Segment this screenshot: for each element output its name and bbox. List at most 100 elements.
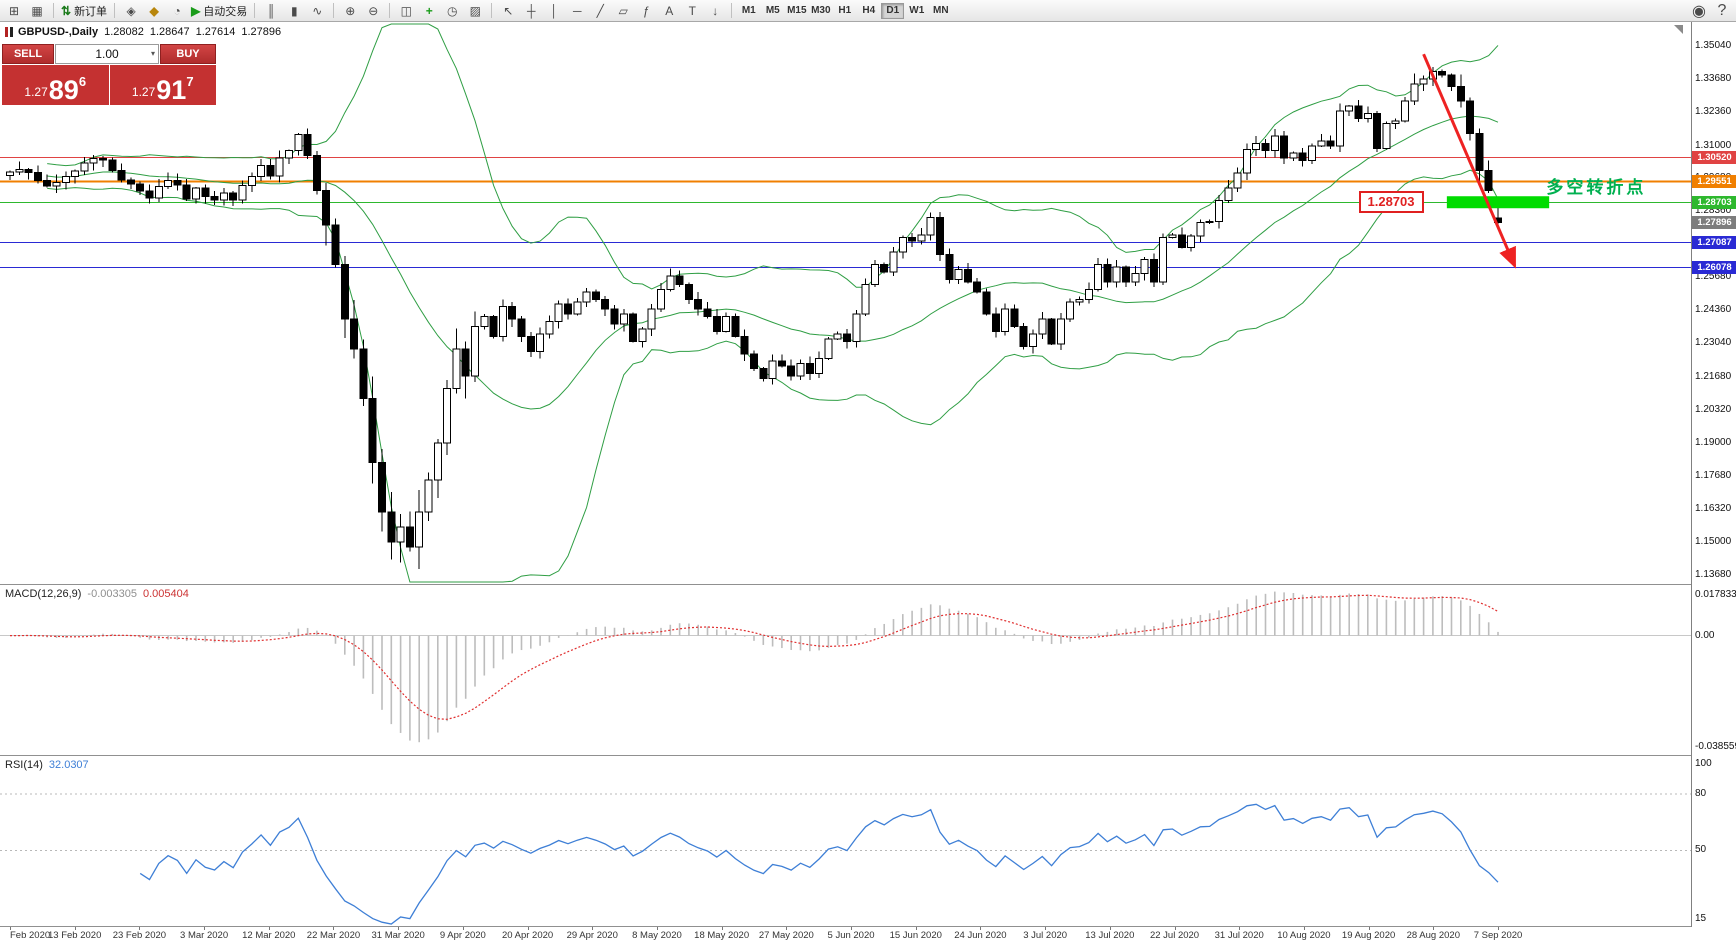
date-label: Feb 2020	[10, 930, 51, 941]
price-tick: 1.17680	[1695, 469, 1732, 481]
time-tick	[527, 927, 529, 930]
price-badge: 1.27087	[1692, 235, 1736, 249]
support-price-label[interactable]: 1.28703	[1358, 191, 1424, 214]
new-order-button[interactable]: ⇅ 新订单	[59, 2, 109, 20]
market-icon[interactable]: ◆	[143, 2, 165, 20]
timeframe-m15-button[interactable]: M15	[787, 5, 807, 16]
price-chart[interactable]	[0, 22, 1691, 584]
price-badge: 1.26078	[1692, 260, 1736, 274]
templates-icon[interactable]: ▨	[464, 2, 486, 20]
vertical-line-icon[interactable]: │	[543, 2, 565, 20]
text-icon[interactable]: A	[658, 2, 680, 20]
horizontal-line-icon: ─	[573, 3, 582, 18]
date-label: 28 Aug 2020	[1406, 930, 1460, 941]
annotation-note-text[interactable]: 多空转折点	[1546, 178, 1647, 198]
buy-button[interactable]: BUY	[160, 44, 216, 64]
sell-button[interactable]: SELL	[2, 44, 54, 64]
arrows-icon: ↓	[712, 3, 719, 18]
date-label: 13 Feb 2020	[48, 930, 102, 941]
time-tick	[851, 927, 853, 930]
timeframe-m30-button[interactable]: M30	[811, 5, 831, 16]
trendline-icon[interactable]: ╱	[589, 2, 611, 20]
text-icon: A	[665, 3, 674, 18]
time-axis[interactable]: Feb 2020 13 Feb 2020 23 Feb 2020 3 Mar 2020…	[0, 927, 1691, 942]
price-tick: 1.13680	[1695, 568, 1732, 580]
time-tick	[1109, 927, 1111, 930]
rsi-axis-label: 80	[1695, 787, 1707, 799]
line-chart-icon: ∿	[312, 3, 323, 18]
sell-price-big: 89	[48, 75, 79, 106]
volume-value: 1.00	[95, 47, 119, 61]
rsi-panel[interactable]	[0, 756, 1691, 926]
horizontal-line-icon[interactable]: ─	[566, 2, 588, 20]
date-label: 8 May 2020	[632, 930, 682, 941]
price-tick: 1.20320	[1695, 404, 1732, 416]
periods-icon[interactable]: ◷	[441, 2, 463, 20]
crosshair-icon[interactable]: ┼	[520, 2, 542, 20]
toolbar-separator	[491, 3, 493, 18]
volume-input[interactable]: 1.00 ▾	[55, 44, 159, 64]
new-chart-icon[interactable]: ⊞	[3, 2, 25, 20]
candlestick-chart-icon[interactable]: ▮	[283, 2, 305, 20]
panel-separator[interactable]	[0, 755, 1736, 756]
timeframe-w1-button[interactable]: W1	[909, 5, 925, 16]
timeframe-m1-button[interactable]: M1	[741, 5, 756, 16]
tile-windows-icon[interactable]: ◫	[395, 2, 417, 20]
help-icon[interactable]: ?	[1717, 1, 1727, 19]
sell-price-box[interactable]: 1.27 89 6	[2, 65, 109, 105]
timeframe-mn-button[interactable]: MN	[933, 5, 949, 16]
search-icon[interactable]: ◉	[1692, 2, 1706, 20]
metaeditor-icon[interactable]: ◈	[120, 2, 142, 20]
signals-icon: ◔	[173, 3, 181, 18]
price-tick: 1.35040	[1695, 39, 1732, 51]
date-label: 3 Mar 2020	[180, 930, 229, 941]
timeframe-m5-button[interactable]: M5	[765, 5, 780, 16]
timeframe-h4-button[interactable]: H4	[862, 5, 876, 16]
date-label: 19 Aug 2020	[1341, 930, 1396, 941]
price-tick: 1.15000	[1695, 535, 1732, 547]
timeframe-d1-button[interactable]: D1	[881, 2, 905, 19]
line-chart-icon[interactable]: ∿	[306, 2, 328, 20]
timeframe-h1-button[interactable]: H1	[838, 5, 852, 16]
label-icon: T	[688, 3, 696, 18]
bar-chart-icon[interactable]: ║	[260, 2, 282, 20]
rsi-axis-label: 15	[1695, 913, 1707, 924]
signals-icon[interactable]: ◔	[166, 2, 188, 20]
ohlc-close: 1.27896	[241, 26, 282, 38]
price-axis[interactable]: 1.350401.336801.323601.310001.296801.283…	[1691, 22, 1736, 927]
toolbar-separator	[53, 3, 54, 18]
panel-separator[interactable]	[0, 926, 1736, 927]
zoom-out-icon[interactable]: ⊖	[362, 2, 384, 20]
new-chart-icon: ⊞	[8, 3, 20, 18]
chart-shift-icon[interactable]	[1674, 25, 1683, 34]
toolbar-separator	[731, 3, 733, 18]
time-tick	[656, 927, 658, 930]
time-tick	[204, 927, 206, 930]
buy-price-box[interactable]: 1.27 91 7	[109, 65, 216, 105]
toolbar-separator	[114, 3, 116, 18]
bar-chart-icon: ║	[267, 3, 276, 18]
cursor-icon[interactable]: ↖	[497, 2, 519, 20]
price-tick: 1.21680	[1695, 370, 1732, 382]
toolbar-separator	[333, 3, 335, 18]
date-label: 31 Jul 2020	[1214, 930, 1264, 941]
profiles-icon[interactable]: ▦	[26, 2, 48, 20]
channel-icon: ▱	[618, 3, 628, 18]
price-tick: 1.31000	[1695, 139, 1732, 151]
new-order-icon: ⇅	[61, 3, 72, 18]
zoom-in-icon[interactable]: ⊕	[339, 2, 361, 20]
macd-panel[interactable]	[0, 585, 1691, 755]
arrows-icon[interactable]: ↓	[704, 2, 726, 20]
sell-price-pip: 6	[78, 74, 87, 89]
fibonacci-icon[interactable]: ƒ	[635, 2, 657, 20]
indicators-icon[interactable]: +	[418, 2, 440, 20]
vertical-line-icon: │	[550, 3, 559, 18]
channel-icon[interactable]: ▱	[612, 2, 634, 20]
volume-spinner-icon[interactable]: ▾	[150, 49, 155, 58]
buy-price-prefix: 1.27	[131, 85, 156, 99]
time-tick	[333, 927, 335, 930]
label-icon[interactable]: T	[681, 2, 703, 20]
panel-separator[interactable]	[0, 584, 1736, 585]
autotrading-button[interactable]: ▶ 自动交易	[189, 2, 249, 20]
